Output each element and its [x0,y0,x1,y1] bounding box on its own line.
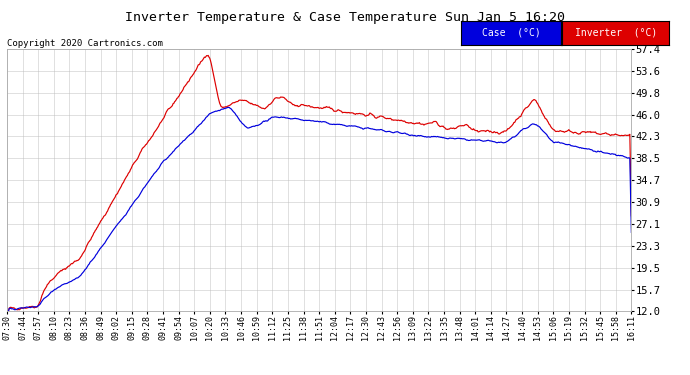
Text: Inverter Temperature & Case Temperature Sun Jan 5 16:20: Inverter Temperature & Case Temperature … [125,11,565,24]
Text: Case  (°C): Case (°C) [482,28,540,38]
Text: Copyright 2020 Cartronics.com: Copyright 2020 Cartronics.com [7,39,163,48]
Text: Inverter  (°C): Inverter (°C) [575,28,657,38]
